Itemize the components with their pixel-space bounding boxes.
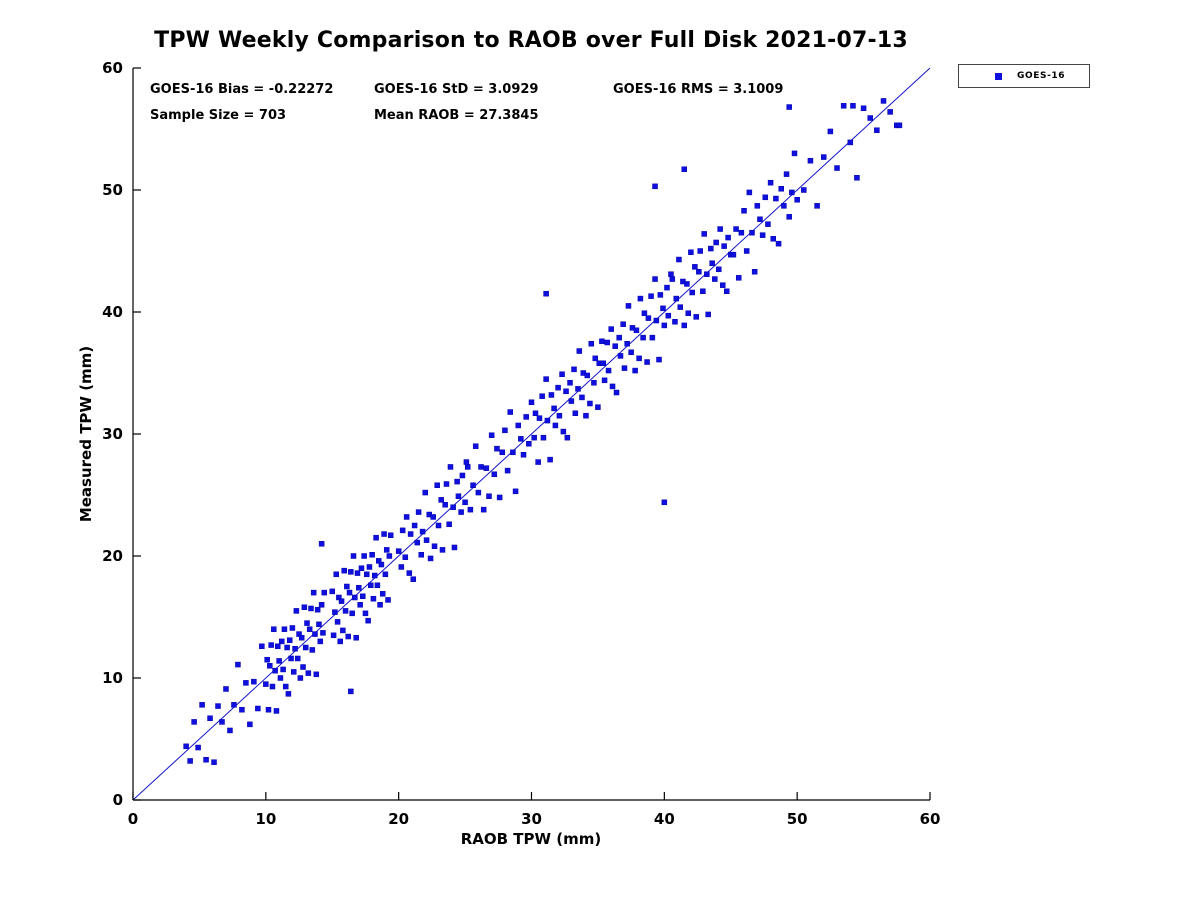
stat-sample-size: Sample Size = 703 [150,108,287,123]
tick-marks-and-labels: 0 10 20 30 40 50 60 0 10 20 30 40 50 60 [102,59,940,828]
legend: GOES-16 [958,64,1090,88]
legend-label: GOES-16 [1017,71,1066,81]
svg-text:60: 60 [920,810,941,828]
svg-text:10: 10 [255,810,276,828]
stat-std: GOES-16 StD = 3.0929 [374,82,539,97]
stat-rms: GOES-16 RMS = 3.1009 [613,82,784,97]
svg-text:40: 40 [654,810,675,828]
chart-title: TPW Weekly Comparison to RAOB over Full … [154,28,908,53]
svg-text:50: 50 [102,181,123,199]
svg-text:0: 0 [128,810,138,828]
svg-text:30: 30 [521,810,542,828]
svg-text:10: 10 [102,669,123,687]
svg-text:20: 20 [102,547,123,565]
x-axis-label: RAOB TPW (mm) [460,830,602,848]
y-axis-label: Measured TPW (mm) [77,345,95,523]
legend-marker-square-icon [995,72,1002,80]
scatter-points [183,98,903,765]
stat-mean-raob: Mean RAOB = 27.3845 [374,108,539,123]
svg-text:0: 0 [113,791,123,809]
svg-text:20: 20 [388,810,409,828]
svg-text:40: 40 [102,303,123,321]
identity-line [132,67,931,801]
stat-bias: GOES-16 Bias = -0.22272 [150,82,334,97]
svg-text:30: 30 [102,425,123,443]
svg-text:50: 50 [787,810,808,828]
svg-text:60: 60 [102,59,123,77]
